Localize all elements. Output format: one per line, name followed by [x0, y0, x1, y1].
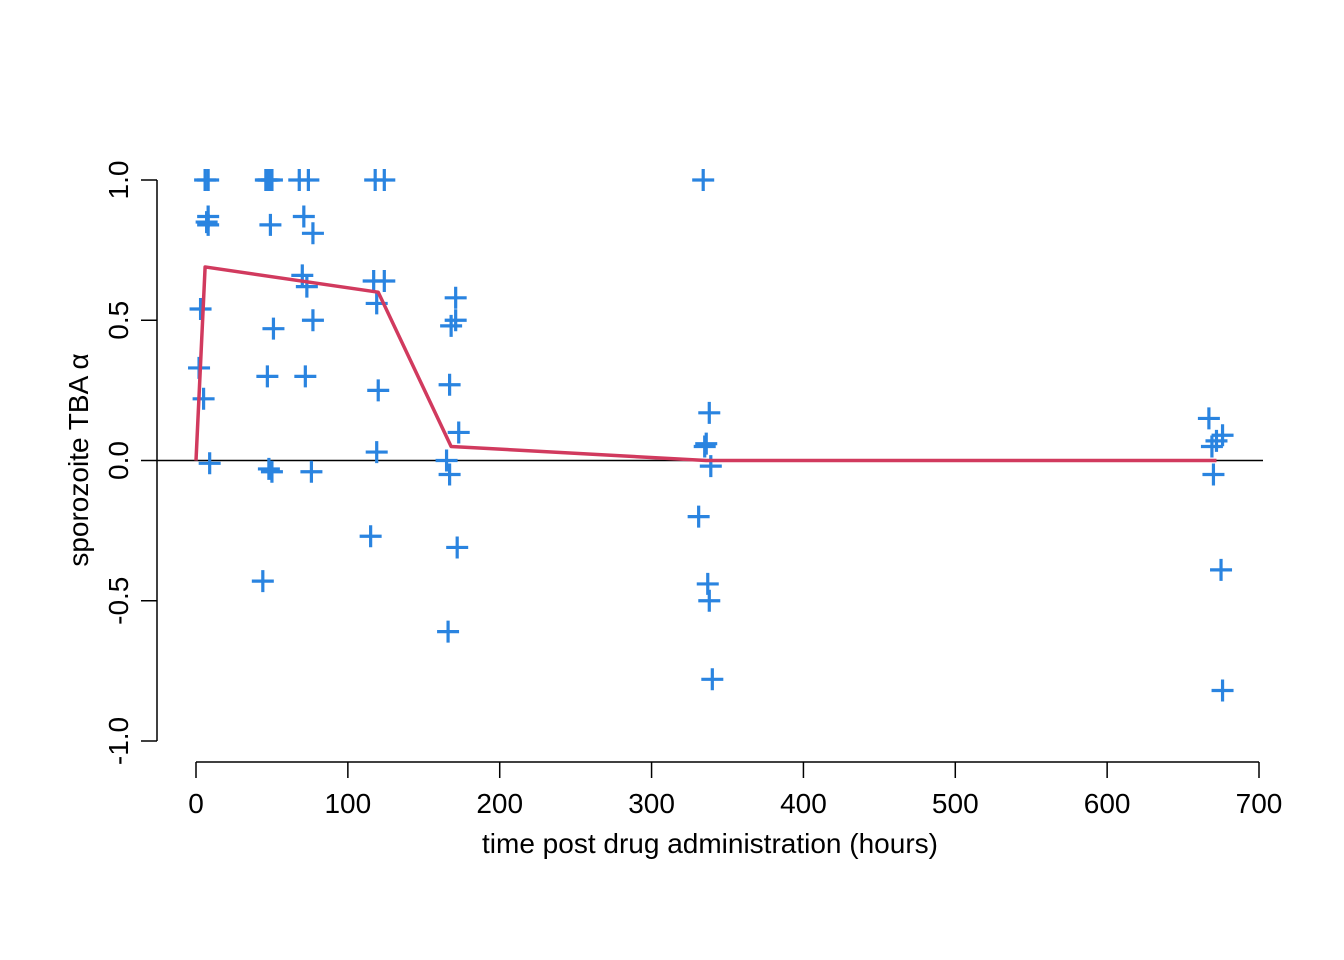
data-point: [701, 668, 724, 691]
data-point: [687, 505, 710, 528]
data-point: [1202, 463, 1225, 486]
y-axis-title: sporozoite TBA α: [63, 353, 94, 566]
data-point: [294, 365, 317, 388]
x-tick-label: 400: [780, 788, 827, 819]
x-axis-title: time post drug administration (hours): [482, 828, 938, 859]
data-point: [365, 441, 388, 464]
y-tick-label: -1.0: [103, 717, 134, 765]
data-point: [447, 421, 470, 444]
fitted-line: [194, 265, 1217, 463]
x-axis: 0 100 200 300 400 500 600 700: [188, 761, 1283, 819]
data-point: [297, 169, 320, 191]
x-tick-label: 700: [1236, 788, 1283, 819]
data-point: [373, 269, 396, 292]
data-point: [1211, 424, 1234, 447]
data-point: [1211, 679, 1234, 702]
data-point: [367, 379, 390, 402]
data-point: [301, 222, 324, 245]
data-point: [446, 536, 469, 559]
data-point: [692, 169, 715, 191]
fitted-line-layer: [194, 265, 1217, 463]
data-point: [698, 589, 721, 612]
data-point: [1205, 429, 1228, 452]
data-point: [1200, 435, 1223, 458]
data-point: [440, 314, 463, 337]
data-point: [359, 525, 382, 548]
data-point: [256, 365, 279, 388]
data-point: [260, 169, 283, 191]
y-axis: -1.0 -0.5 0.0 0.5 1.0: [103, 161, 158, 765]
data-point: [197, 169, 220, 191]
data-point: [438, 373, 461, 396]
data-point: [301, 309, 324, 332]
data-points-layer: [188, 169, 1234, 702]
data-point: [189, 298, 212, 321]
data-point: [437, 620, 460, 643]
x-tick-label: 600: [1084, 788, 1131, 819]
data-point: [444, 286, 467, 309]
x-tick-label: 0: [188, 788, 204, 819]
y-tick-label: 0.0: [103, 441, 134, 480]
data-point: [435, 449, 458, 472]
data-point: [251, 570, 274, 593]
data-point: [260, 460, 283, 483]
x-tick-label: 500: [932, 788, 979, 819]
data-point: [295, 275, 318, 298]
data-point: [198, 452, 221, 475]
y-tick-label: 0.5: [103, 301, 134, 340]
data-point: [262, 317, 285, 340]
data-point: [699, 455, 722, 478]
data-point: [300, 460, 323, 483]
data-point: [192, 387, 215, 410]
data-point: [444, 309, 467, 332]
data-point: [373, 169, 396, 191]
data-point: [1197, 407, 1220, 430]
data-point: [259, 213, 282, 236]
data-point: [438, 463, 461, 486]
x-tick-label: 300: [628, 788, 675, 819]
y-tick-label: 1.0: [103, 161, 134, 200]
x-tick-label: 100: [324, 788, 371, 819]
data-point: [257, 457, 280, 480]
data-point: [292, 205, 315, 228]
x-tick-label: 200: [476, 788, 523, 819]
data-point: [197, 213, 220, 236]
y-tick-label: -0.5: [103, 577, 134, 625]
data-point: [698, 401, 721, 424]
data-point: [693, 435, 716, 458]
data-point: [1210, 558, 1233, 581]
